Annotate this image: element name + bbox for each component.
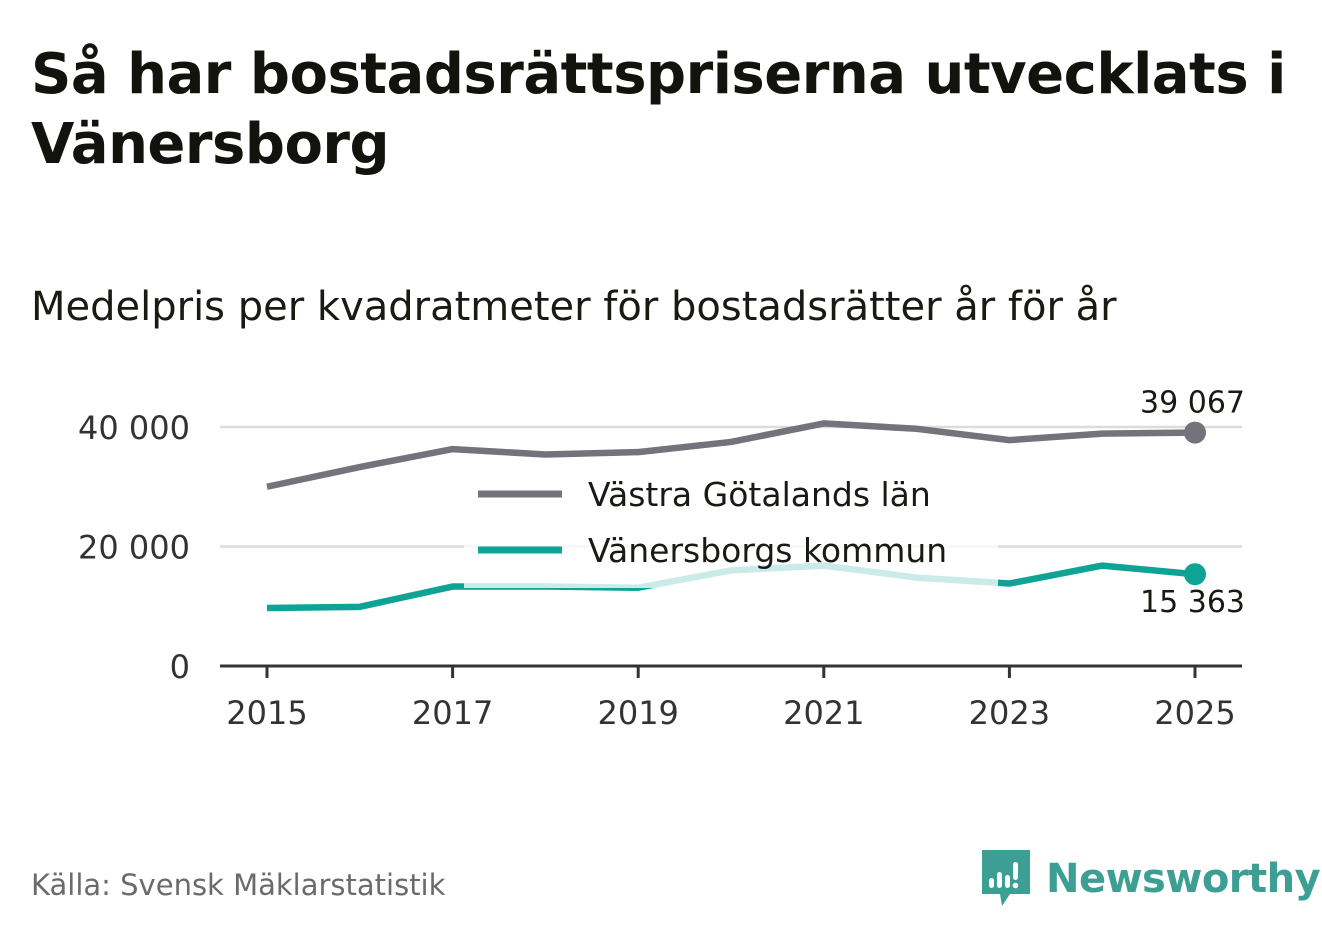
legend-label-0: Västra Götalands län — [588, 475, 931, 514]
source-note: Källa: Svensk Mäklarstatistik — [31, 868, 446, 902]
x-tick-label: 2019 — [597, 694, 678, 732]
x-tick-label: 2025 — [1154, 694, 1235, 732]
marker-layer: 39 067 15 363 — [1140, 386, 1245, 621]
series-line-0 — [266, 420, 1196, 490]
y-tick-label: 40 000 — [78, 409, 190, 447]
x-tick-label: 2023 — [969, 694, 1050, 732]
end-label-1: 15 363 — [1140, 585, 1245, 620]
end-marker-1 — [1184, 563, 1206, 586]
chart-subtitle: Medelpris per kvadratmeter för bostadsrä… — [31, 284, 1117, 330]
newsworthy-logo-icon — [982, 850, 1030, 906]
legend: Västra Götalands län Vänersborgs kommun — [464, 466, 998, 588]
legend-label-1: Vänersborgs kommun — [588, 531, 947, 570]
legend-background — [464, 466, 998, 588]
end-marker-0 — [1184, 421, 1206, 444]
y-tick-label: 0 — [170, 648, 190, 686]
x-tick-label: 2017 — [412, 694, 493, 732]
chart-title: Så har bostadsrättspriserna utvecklats i… — [31, 42, 1286, 177]
axis-layer: 0 20 000 40 000 2015 2017 2019 2021 2023 2025 — [78, 409, 1242, 732]
x-tick-label: 2021 — [783, 694, 864, 732]
x-tick-label: 2015 — [226, 694, 307, 732]
end-label-0: 39 067 — [1140, 386, 1245, 421]
newsworthy-logo: Newsworthy — [980, 848, 1321, 910]
brand-name: Newsworthy — [1046, 856, 1321, 902]
y-tick-label: 20 000 — [78, 529, 190, 567]
